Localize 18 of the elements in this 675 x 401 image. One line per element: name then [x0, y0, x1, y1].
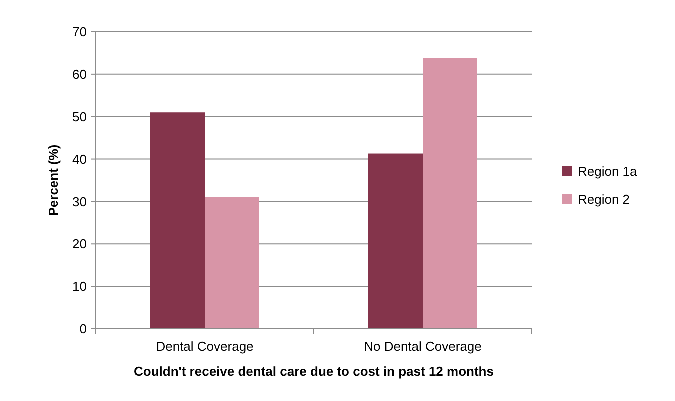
y-tick-label: 50: [72, 109, 87, 124]
y-tick-label: 20: [72, 236, 87, 252]
y-tick-label: 60: [72, 66, 87, 82]
bar: [150, 112, 205, 329]
legend-label: Region 1a: [578, 164, 638, 180]
y-axis-title: Percent (%): [46, 144, 61, 216]
y-tick-label: 40: [72, 152, 87, 167]
y-tick-label: 70: [72, 24, 87, 40]
bar: [423, 58, 478, 329]
x-tick-label: No Dental Coverage: [364, 339, 482, 354]
y-tick-label: 30: [72, 194, 87, 210]
x-tick-label: Dental Coverage: [156, 339, 254, 354]
bar: [368, 154, 423, 329]
y-tick-label: 0: [80, 322, 87, 337]
y-tick-label: 10: [72, 279, 87, 294]
bar: [205, 197, 260, 329]
x-axis-title: Couldn't receive dental care due to cost in past 12 months: [134, 364, 494, 379]
legend-label: Region 2: [578, 192, 630, 208]
